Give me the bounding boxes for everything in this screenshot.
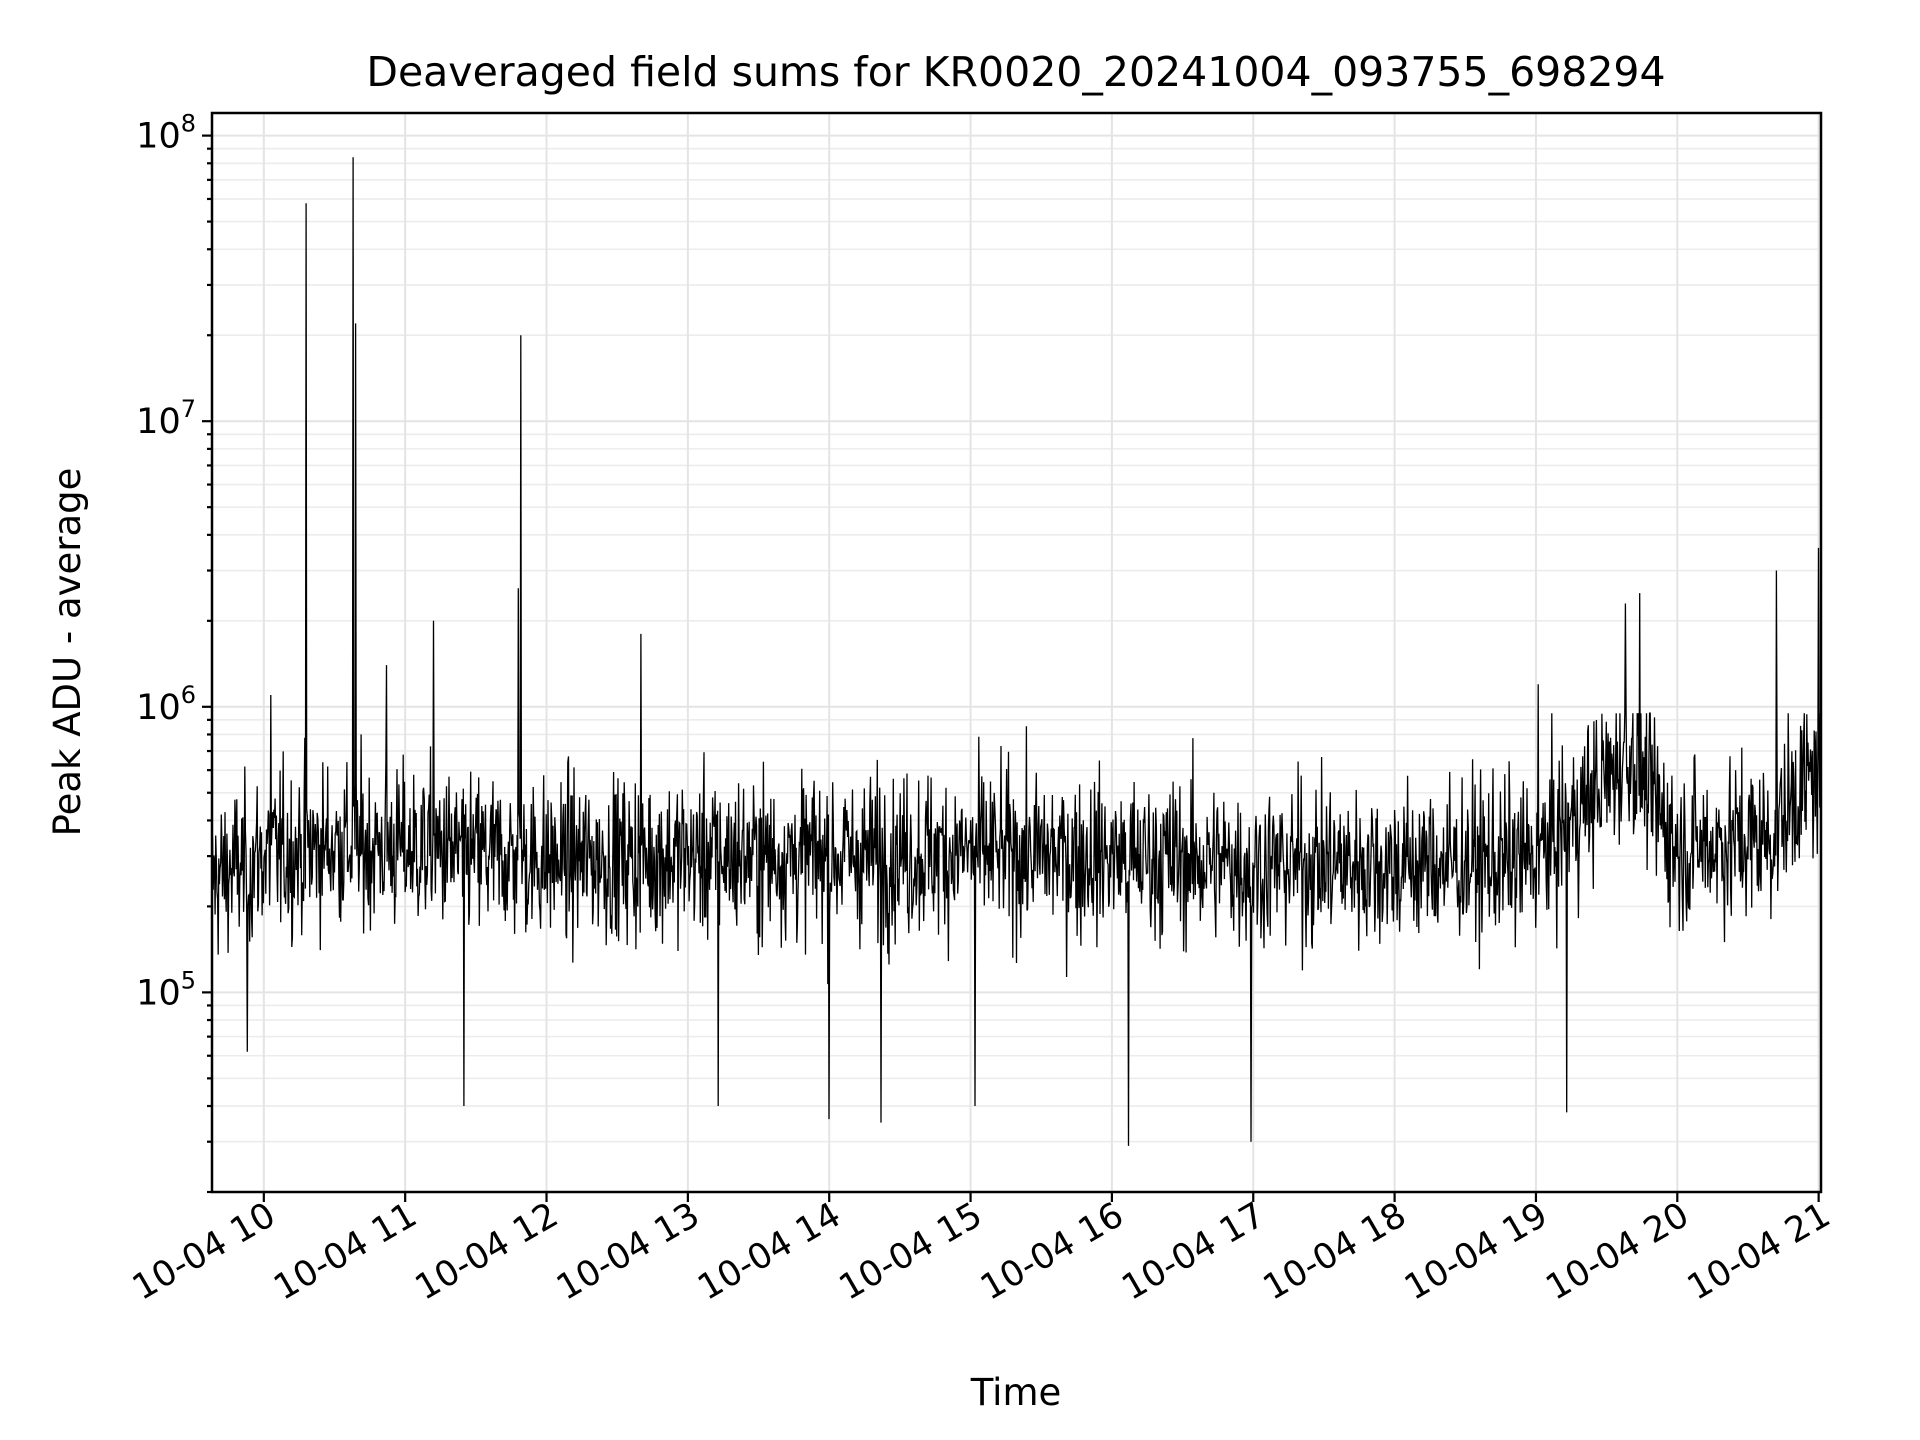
y-tick-label: 106	[136, 681, 196, 728]
x-tick-label: 10-04 15	[833, 1195, 989, 1308]
x-tick-label: 10-04 16	[974, 1195, 1130, 1308]
y-tick-label: 107	[136, 395, 196, 442]
grid	[212, 113, 1821, 1193]
x-tick-label: 10-04 14	[691, 1195, 847, 1308]
series-path	[211, 157, 1822, 1146]
x-tick-label: 10-04 20	[1540, 1195, 1696, 1308]
x-tick-label: 10-04 19	[1398, 1195, 1554, 1308]
y-tick-label: 105	[136, 966, 196, 1013]
series-line	[211, 157, 1822, 1146]
x-tick-label: 10-04 10	[126, 1195, 282, 1308]
x-tick-label: 10-04 17	[1115, 1195, 1271, 1308]
x-axis-label: Time	[970, 1371, 1062, 1414]
x-tick-label: 10-04 11	[267, 1195, 423, 1308]
x-tick-label: 10-04 18	[1257, 1195, 1413, 1308]
y-tick-label: 108	[136, 110, 196, 157]
plot-frame	[210, 111, 1823, 1194]
x-tick-label: 10-04 13	[550, 1195, 706, 1308]
x-tick-label: 10-04 12	[409, 1195, 565, 1308]
chart-title: Deaveraged field sums for KR0020_2024100…	[366, 48, 1665, 96]
y-axis: 105 106 107 108	[136, 110, 212, 1194]
x-tick-label: 10-04 21	[1681, 1195, 1837, 1308]
y-axis-label: Peak ADU - average	[46, 468, 89, 837]
